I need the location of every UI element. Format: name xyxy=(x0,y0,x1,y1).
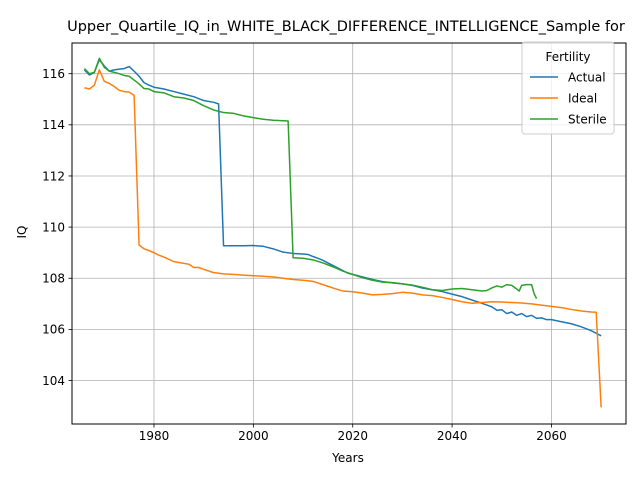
series-layer xyxy=(83,57,602,408)
y-tick-label: 110 xyxy=(42,220,65,234)
series-line-sterile xyxy=(83,57,538,300)
legend-label-sterile: Sterile xyxy=(568,112,607,126)
x-tick-label: 2040 xyxy=(437,429,468,443)
legend: Fertility Actual Ideal Sterile xyxy=(521,41,615,135)
y-tick-label: 116 xyxy=(42,67,65,81)
chart-title: Upper_Quartile_IQ_in_WHITE_BLACK_DIFFERE… xyxy=(67,19,625,35)
legend-box xyxy=(521,41,615,135)
legend-label-actual: Actual xyxy=(568,70,606,84)
plot-frame xyxy=(71,42,627,425)
x-tick-label: 2000 xyxy=(238,429,269,443)
y-tick-label: 106 xyxy=(42,323,65,337)
x-axis-label: Years xyxy=(331,451,364,465)
legend-label-ideal: Ideal xyxy=(568,91,597,105)
y-tick-label: 112 xyxy=(42,169,65,183)
x-tick-label: 2020 xyxy=(337,429,368,443)
y-axis-label: IQ xyxy=(15,226,29,239)
series-line-actual xyxy=(83,58,602,337)
y-tick-label: 104 xyxy=(42,374,65,388)
x-tick-label: 1980 xyxy=(139,429,170,443)
legend-title: Fertility xyxy=(545,50,590,64)
y-tick-label: 108 xyxy=(42,272,65,286)
y-tick-label: 114 xyxy=(42,118,65,132)
series-line-ideal xyxy=(84,69,602,408)
x-axis: 1980 2000 2020 2040 2060 xyxy=(139,424,567,443)
x-tick-label: 2060 xyxy=(536,429,567,443)
y-axis: 104 106 108 110 112 114 116 xyxy=(42,67,72,388)
